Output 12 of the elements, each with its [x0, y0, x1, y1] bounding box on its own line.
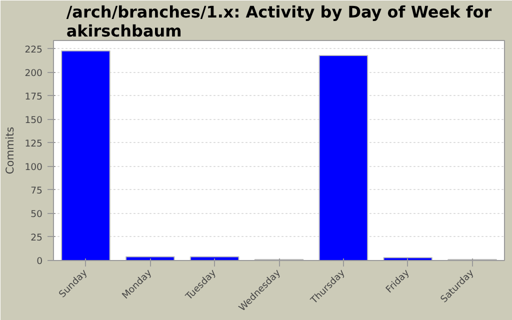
y-tick-label: 50	[30, 208, 43, 220]
y-tick-label: 150	[24, 114, 43, 126]
y-tick-label: 75	[30, 185, 43, 196]
y-axis-title: Commits	[4, 126, 17, 174]
y-tick-label: 175	[24, 91, 43, 102]
y-tick-label: 200	[24, 68, 43, 79]
y-tick-label: 225	[24, 44, 43, 56]
chart-title: /arch/branches/1.x: Activity by Day of Week for akirschbaum	[66, 2, 492, 40]
y-tick-label: 0	[36, 256, 43, 267]
y-tick-label: 125	[24, 138, 43, 150]
y-tick-label: 100	[24, 162, 43, 173]
y-tick-label: 25	[30, 232, 43, 244]
